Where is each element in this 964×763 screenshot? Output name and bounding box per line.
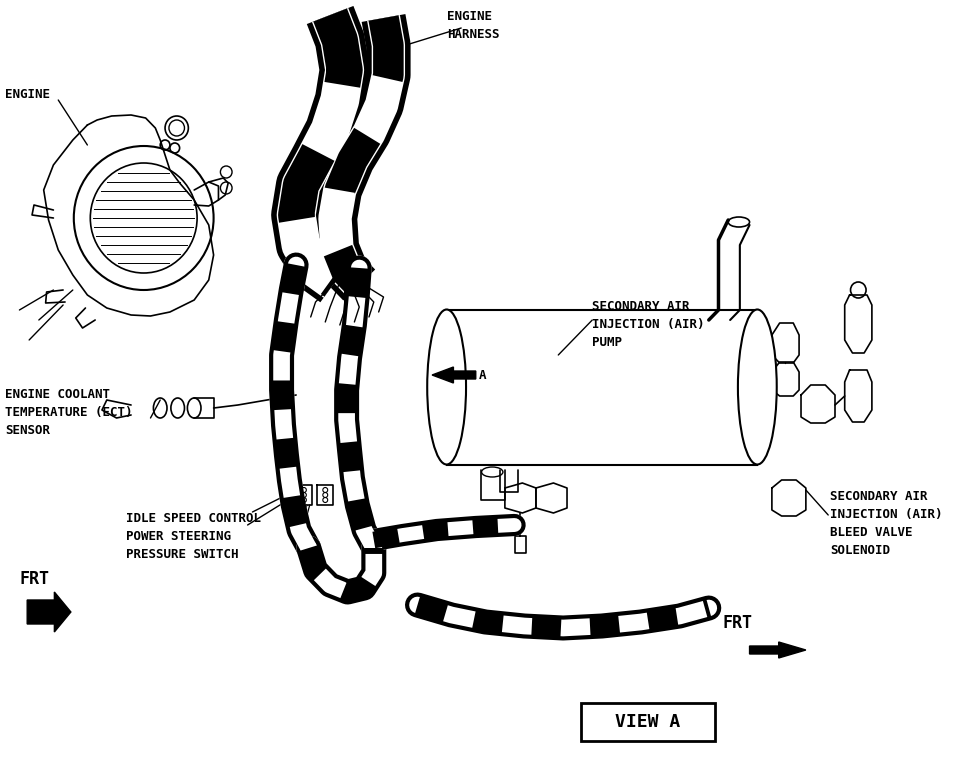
Bar <box>446 310 758 465</box>
Text: SECONDARY AIR
INJECTION (AIR)
BLEED VALVE
SOLENOID: SECONDARY AIR INJECTION (AIR) BLEED VALV… <box>830 490 943 557</box>
Text: ENGINE
HARNESS: ENGINE HARNESS <box>446 10 499 41</box>
Ellipse shape <box>737 310 777 465</box>
Text: IDLE SPEED CONTROL
POWER STEERING
PRESSURE SWITCH: IDLE SPEED CONTROL POWER STEERING PRESSU… <box>126 512 261 561</box>
Polygon shape <box>750 642 806 658</box>
Text: SECONDARY AIR
INJECTION (AIR)
PUMP: SECONDARY AIR INJECTION (AIR) PUMP <box>592 300 705 349</box>
Text: FRT: FRT <box>722 614 753 632</box>
Bar <box>580 703 714 741</box>
Text: VIEW A: VIEW A <box>615 713 681 731</box>
Text: ENGINE COOLANT
TEMPERATURE (ECT)
SENSOR: ENGINE COOLANT TEMPERATURE (ECT) SENSOR <box>5 388 132 437</box>
Text: A: A <box>479 369 486 382</box>
Ellipse shape <box>427 310 466 465</box>
Text: ENGINE: ENGINE <box>5 88 50 101</box>
Text: FRT: FRT <box>19 570 49 588</box>
Polygon shape <box>432 367 476 383</box>
Polygon shape <box>27 592 71 632</box>
